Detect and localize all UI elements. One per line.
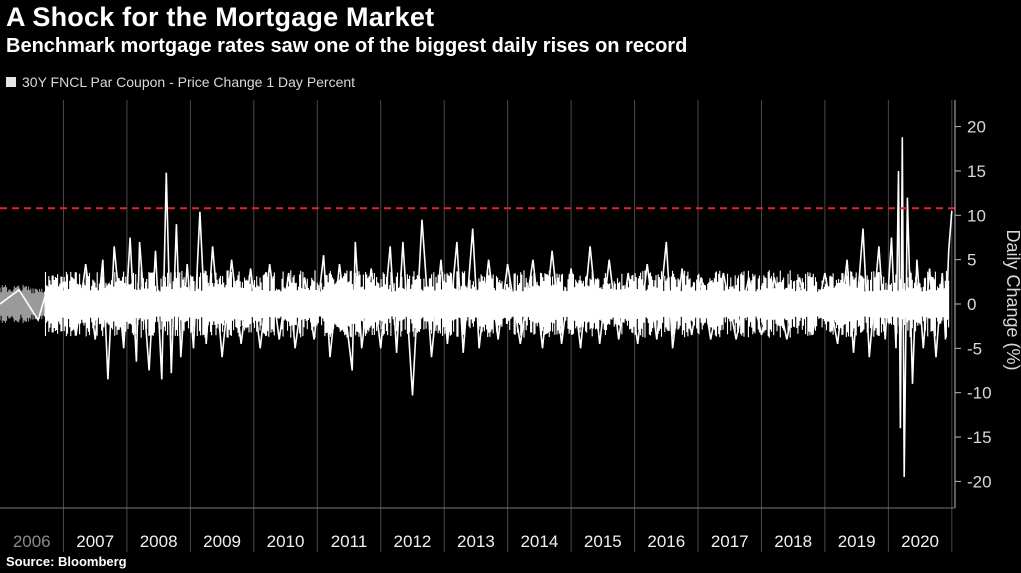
x-tick-label: 2014 (520, 532, 558, 551)
y-tick-label: 5 (967, 251, 976, 270)
grid-layer (62, 100, 953, 552)
source-note: Source: Bloomberg (6, 554, 127, 569)
page-subtitle: Benchmark mortgage rates saw one of the … (6, 35, 688, 57)
legend: 30Y FNCL Par Coupon - Price Change 1 Day… (6, 73, 355, 91)
y-axis-label: Daily Change (%) (1003, 229, 1021, 370)
x-tick-label: 2015 (584, 532, 622, 551)
x-tick-label: 2012 (394, 532, 432, 551)
x-tick-label: 2007 (76, 532, 114, 551)
y-tick-label: 15 (967, 162, 986, 181)
x-tick-label: 2020 (901, 532, 939, 551)
y-tick-label: -15 (967, 428, 992, 447)
y-tick-label: 0 (967, 295, 976, 314)
x-tick-label: 2008 (140, 532, 178, 551)
x-tick-label: 2016 (647, 532, 685, 551)
legend-label: 30Y FNCL Par Coupon - Price Change 1 Day… (22, 74, 356, 90)
y-tick-label: 10 (967, 206, 986, 225)
y-tick-label: -10 (967, 384, 992, 403)
x-axis: 2006 2007 2008 2009 2010 2011 2012 2013 2014 2015… (0, 507, 955, 551)
x-tick-label: 2017 (711, 532, 749, 551)
y-tick-label: -20 (967, 472, 992, 491)
x-tick-label: 2011 (331, 532, 368, 551)
x-tick-label: 2010 (267, 532, 305, 551)
x-tick-label: 2006 (13, 532, 51, 551)
page-title: A Shock for the Mortgage Market (6, 2, 435, 32)
x-tick-label: 2019 (838, 532, 876, 551)
x-tick-label: 2013 (457, 532, 495, 551)
early-band (0, 284, 45, 324)
series-layer (0, 137, 953, 478)
x-tick-label: 2009 (203, 532, 241, 551)
x-tick-label: 2018 (774, 532, 812, 551)
y-tick-label: 20 (967, 118, 986, 137)
series-line (0, 137, 953, 478)
legend-swatch (6, 77, 16, 87)
y-tick-label: -5 (967, 339, 982, 358)
y-axis: 20 15 10 5 0 -5 -10 -15 -20 (954, 100, 992, 508)
